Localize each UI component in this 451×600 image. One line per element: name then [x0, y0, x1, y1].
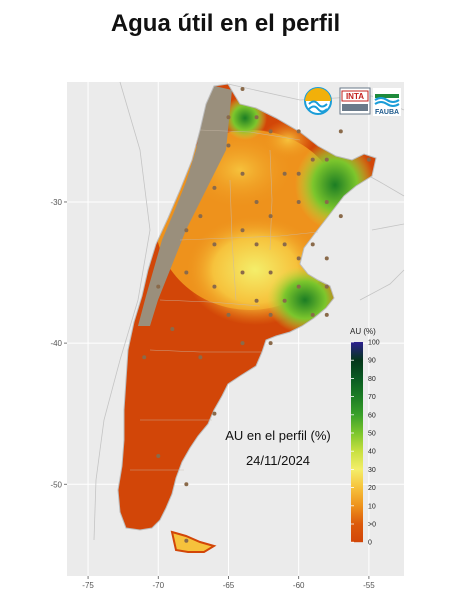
- station-marker: [338, 129, 343, 134]
- station-marker: [338, 214, 343, 219]
- station-marker: [226, 115, 231, 120]
- tierra-del-fuego: [170, 530, 217, 553]
- y-tick-label: -30: [50, 198, 62, 207]
- station-marker: [296, 199, 301, 204]
- station-marker: [324, 157, 329, 162]
- station-marker: [212, 185, 217, 190]
- station-marker: [226, 143, 231, 148]
- station-marker: [268, 129, 273, 134]
- legend-labels: 100 90 80 70 60 50 40 30 20 10 >0 0: [368, 340, 380, 547]
- legend-label: 80: [368, 376, 376, 383]
- station-marker: [240, 341, 245, 346]
- legend-label: 90: [368, 358, 376, 365]
- station-marker: [212, 242, 217, 247]
- legend-label: 100: [368, 340, 380, 347]
- station-marker: [212, 284, 217, 289]
- station-marker: [184, 482, 189, 487]
- inta-logo-text: INTA: [346, 92, 364, 101]
- station-marker: [282, 171, 287, 176]
- legend-label: 10: [368, 503, 376, 510]
- legend-label: 30: [368, 467, 376, 474]
- logos: INTA FAUBA: [304, 87, 401, 116]
- station-marker: [184, 228, 189, 233]
- station-marker: [324, 256, 329, 261]
- station-marker: [198, 214, 203, 219]
- fauba-logo-text: FAUBA: [375, 109, 399, 116]
- y-tick-label: -40: [50, 339, 62, 348]
- station-marker: [212, 411, 217, 416]
- map-title: Agua útil en el perfil: [110, 10, 341, 37]
- station-marker: [282, 242, 287, 247]
- x-axis: -75 -70 -65 -60 -55: [82, 576, 375, 590]
- weather-stations: [142, 87, 371, 543]
- x-tick-label: -60: [293, 581, 305, 590]
- x-tick-label: -75: [82, 581, 94, 590]
- x-tick-label: -55: [363, 581, 375, 590]
- y-tick-label: -50: [50, 480, 62, 489]
- no-data-zone: [138, 84, 232, 326]
- station-marker: [296, 284, 301, 289]
- map-annotation-date: 24/11/2024: [246, 453, 310, 468]
- legend-title: AU (%): [350, 327, 376, 336]
- station-marker: [268, 270, 273, 275]
- station-marker: [268, 341, 273, 346]
- station-marker: [226, 312, 231, 317]
- station-marker: [254, 242, 259, 247]
- station-marker: [296, 256, 301, 261]
- station-marker: [184, 538, 189, 543]
- station-marker: [170, 327, 175, 331]
- station-marker: [184, 270, 189, 275]
- inta-logo: INTA: [339, 87, 371, 115]
- station-marker: [240, 171, 245, 176]
- station-marker: [268, 312, 273, 317]
- station-marker: [156, 284, 161, 289]
- station-marker: [310, 157, 315, 162]
- x-tick-label: -65: [223, 581, 235, 590]
- legend-label: 40: [368, 449, 376, 456]
- station-marker: [254, 115, 259, 120]
- station-marker: [254, 199, 259, 204]
- station-marker: [198, 355, 203, 360]
- station-marker: [324, 284, 329, 289]
- station-marker: [142, 355, 147, 360]
- province-borders: [130, 129, 319, 471]
- station-marker: [310, 312, 315, 317]
- station-marker: [366, 157, 371, 162]
- station-marker: [268, 214, 273, 219]
- station-marker: [296, 171, 301, 176]
- station-marker: [240, 270, 245, 275]
- legend-colorbar-fill: [351, 342, 363, 543]
- legend-label: >0: [368, 522, 376, 529]
- map-annotation-variable: AU en el perfil (%): [225, 428, 330, 443]
- x-tick-label: -70: [152, 581, 164, 590]
- station-marker: [282, 298, 287, 303]
- station-marker: [240, 228, 245, 233]
- legend-label: 0: [368, 540, 372, 547]
- legend-label: 70: [368, 394, 376, 401]
- station-marker: [324, 199, 329, 204]
- station-marker: [310, 242, 315, 247]
- y-axis: -30 -40 -50: [50, 198, 67, 489]
- ora-logo: [304, 87, 332, 115]
- station-marker: [324, 312, 329, 317]
- fauba-logo: FAUBA: [373, 88, 401, 116]
- legend-colorbar: [351, 341, 363, 543]
- legend-label: 60: [368, 412, 376, 419]
- station-marker: [254, 298, 259, 303]
- station-marker: [240, 87, 245, 92]
- legend-label: 20: [368, 485, 376, 492]
- station-marker: [296, 129, 301, 134]
- legend: AU (%) 100 90 80 70 60 50 40 30 20 10 >0 0: [350, 327, 380, 547]
- station-marker: [156, 454, 161, 459]
- legend-label: 50: [368, 431, 376, 438]
